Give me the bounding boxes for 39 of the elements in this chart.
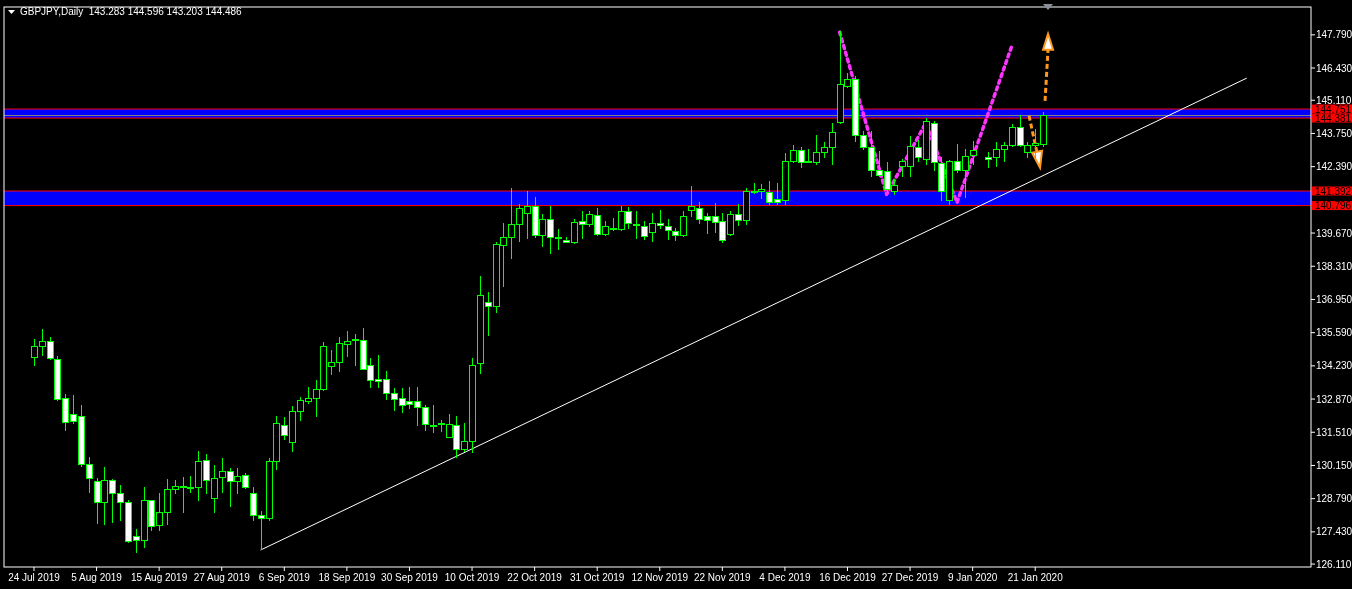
y-tick-label: 127.430 (1316, 526, 1352, 538)
y-tick-label: 143.750 (1316, 127, 1352, 139)
x-tick-label: 9 Jan 2020 (947, 572, 998, 583)
ref-line-label: 144.381 (1315, 112, 1352, 124)
y-tick-label: 136.950 (1316, 293, 1352, 305)
y-tick-label: 128.790 (1316, 493, 1352, 505)
x-tick-label: 27 Dec 2019 (881, 572, 939, 583)
x-tick-label: 27 Aug 2019 (193, 572, 251, 583)
x-tick-label: 12 Nov 2019 (631, 572, 689, 583)
y-tick-label: 147.790 (1316, 29, 1352, 41)
y-tick-label: 132.870 (1316, 393, 1352, 405)
x-tick-label: 30 Sep 2019 (381, 572, 439, 583)
line-series (837, 30, 1014, 205)
y-tick-label: 135.590 (1316, 327, 1352, 339)
x-tick-label: 5 Aug 2019 (71, 572, 123, 583)
x-tick-label: 4 Dec 2019 (759, 572, 811, 583)
x-tick-label: 31 Oct 2019 (569, 572, 625, 583)
x-tick-label: 10 Oct 2019 (444, 572, 500, 583)
x-tick-label: 24 Jul 2019 (8, 572, 61, 583)
y-tick-label: 139.670 (1316, 227, 1352, 239)
chart-title: GBPJPY,Daily 143.283 144.596 143.203 144.486 (20, 6, 243, 17)
y-tick-label: 126.110 (1316, 558, 1352, 570)
ref-line-label: 141.392 (1315, 185, 1352, 197)
y-tick-label: 130.150 (1316, 459, 1352, 471)
ref-line-label: 140.796 (1315, 200, 1352, 212)
x-tick-label: 21 Jan 2020 (1007, 572, 1064, 583)
x-tick-label: 22 Oct 2019 (507, 572, 563, 583)
x-tick-label: 16 Dec 2019 (819, 572, 877, 583)
y-tick-label: 145.110 (1316, 94, 1352, 106)
ref-line-label: 144.751 (1315, 103, 1352, 115)
y-tick-label: 146.430 (1316, 62, 1352, 74)
y-tick-label: 134.230 (1316, 360, 1352, 372)
y-tick-label: 131.510 (1316, 426, 1352, 438)
y-tick-label: 138.310 (1316, 260, 1352, 272)
x-tick-label: 22 Nov 2019 (693, 572, 752, 583)
x-tick-label: 6 Sep 2019 (258, 572, 311, 583)
x-tick-label: 18 Sep 2019 (318, 572, 376, 583)
x-tick-label: 15 Aug 2019 (131, 572, 188, 583)
y-tick-label: 142.390 (1316, 161, 1352, 173)
